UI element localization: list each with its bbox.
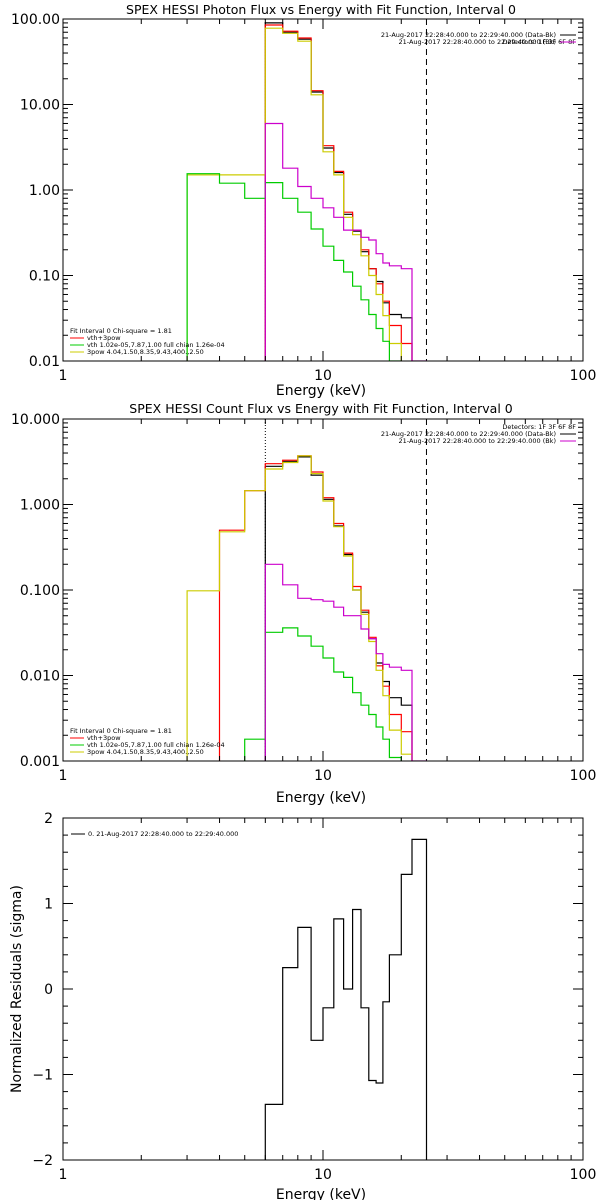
x-tick-label: 1 xyxy=(59,768,68,784)
y-tick-label: 0.001 xyxy=(20,754,60,770)
legend-entry: 0. 21-Aug-2017 22:28:40.000 to 22:29:40.… xyxy=(88,830,238,838)
legend-entry: Fit Interval 0 Chi-square = 1.81 xyxy=(70,327,172,335)
plot-frame xyxy=(62,418,584,762)
chart-title: SPEX HESSI Photon Flux vs Energy with Fi… xyxy=(126,2,516,17)
y-tick-label: 1 xyxy=(44,897,53,913)
y-axis-label: Normalized Residuals (sigma) xyxy=(9,885,25,1093)
info-line: Detectors: 1F 3F 6F 8F xyxy=(502,38,576,46)
legend: 0. 21-Aug-2017 22:28:40.000 to 22:29:40.… xyxy=(71,830,238,838)
x-tick-label: 100 xyxy=(570,768,597,784)
residuals-panel: 1 10 100 −2 −1 0 1 2 Energy (keV) Normalized Re… xyxy=(9,811,596,1200)
x-tick-label: 10 xyxy=(314,368,332,384)
legend-entry: 3pow 4.04,1.50,8.35,9.43,400.,2.50 xyxy=(87,348,204,356)
photon-flux-panel: SPEX HESSI Photon Flux vs Energy with Fi… xyxy=(11,2,597,399)
x-tick-label: 1 xyxy=(59,1167,68,1183)
y-tick-label: 0.010 xyxy=(20,669,60,685)
x-axis-label: Energy (keV) xyxy=(276,790,366,806)
legend-entry: vth 1.02e-05,7.87,1.00 full chian 1.26e-… xyxy=(87,341,225,349)
legend-entry: vth+3pow xyxy=(87,334,121,342)
x-tick-label: 10 xyxy=(314,1167,332,1183)
y-tick-label: 0.01 xyxy=(29,354,60,370)
y-tick-label: 10.000 xyxy=(11,412,60,428)
info-line-data: 21-Aug-2017 22:28:40.000 to 22:29:40.000… xyxy=(381,31,556,39)
series-line xyxy=(264,838,428,1160)
y-tick-label: 2 xyxy=(44,811,53,827)
series-line xyxy=(186,27,402,361)
x-tick-label: 100 xyxy=(570,1167,597,1183)
y-tick-label: 0.100 xyxy=(20,583,60,599)
y-tick-label: 10.00 xyxy=(20,98,60,114)
x-axis-label: Energy (keV) xyxy=(276,1187,366,1200)
legend-entry: vth+3pow xyxy=(87,734,121,742)
count-flux-panel: SPEX HESSI Count Flux vs Energy with Fit… xyxy=(11,401,596,806)
x-tick-label: 10 xyxy=(314,768,332,784)
series-line xyxy=(264,563,428,761)
y-tick-label: 1.00 xyxy=(29,183,60,199)
legend-entry: 3pow 4.04,1.50,8.35,9.43,400.,2.50 xyxy=(87,748,204,756)
y-tick-label: 0.10 xyxy=(29,269,60,285)
series-line xyxy=(186,173,402,361)
y-tick-label: −1 xyxy=(32,1068,53,1084)
y-tick-label: 1.000 xyxy=(20,498,60,514)
legend: Fit Interval 0 Chi-square = 1.81 vth+3po… xyxy=(70,727,225,756)
x-tick-label: 100 xyxy=(570,368,597,384)
x-axis-label: Energy (keV) xyxy=(276,383,366,399)
legend: Fit Interval 0 Chi-square = 1.81 vth+3po… xyxy=(70,327,225,356)
legend-entry: vth 1.02e-05,7.87,1.00 full chian 1.26e-… xyxy=(87,741,225,749)
series-line xyxy=(186,455,413,761)
y-tick-label: −2 xyxy=(32,1153,53,1169)
x-tick-label: 1 xyxy=(59,368,68,384)
y-tick-label: 0 xyxy=(44,982,53,998)
series-line xyxy=(264,122,428,361)
info-line-data: 21-Aug-2017 22:28:40.000 to 22:29:40.000… xyxy=(381,430,556,438)
info-line-bk: 21-Aug-2017 22:28:40.000 to 22:29:40.000… xyxy=(399,38,556,46)
info-block: Detectors: 1F 3F 6F 8F 21-Aug-2017 22:28… xyxy=(381,423,576,445)
y-tick-label: 100.00 xyxy=(11,12,60,28)
series-line xyxy=(244,627,402,761)
plot-frame xyxy=(62,817,584,1161)
series-line xyxy=(218,455,413,761)
info-line-bk: 21-Aug-2017 22:28:40.000 to 22:29:40.000… xyxy=(399,437,556,445)
plot-frame xyxy=(62,18,584,362)
chart-title: SPEX HESSI Count Flux vs Energy with Fit… xyxy=(129,401,512,416)
legend-entry: Fit Interval 0 Chi-square = 1.81 xyxy=(70,727,172,735)
info-block: 21-Aug-2017 22:28:40.000 to 22:29:40.000… xyxy=(381,31,576,46)
info-line: Detectors: 1F 3F 6F 8F xyxy=(502,423,576,431)
